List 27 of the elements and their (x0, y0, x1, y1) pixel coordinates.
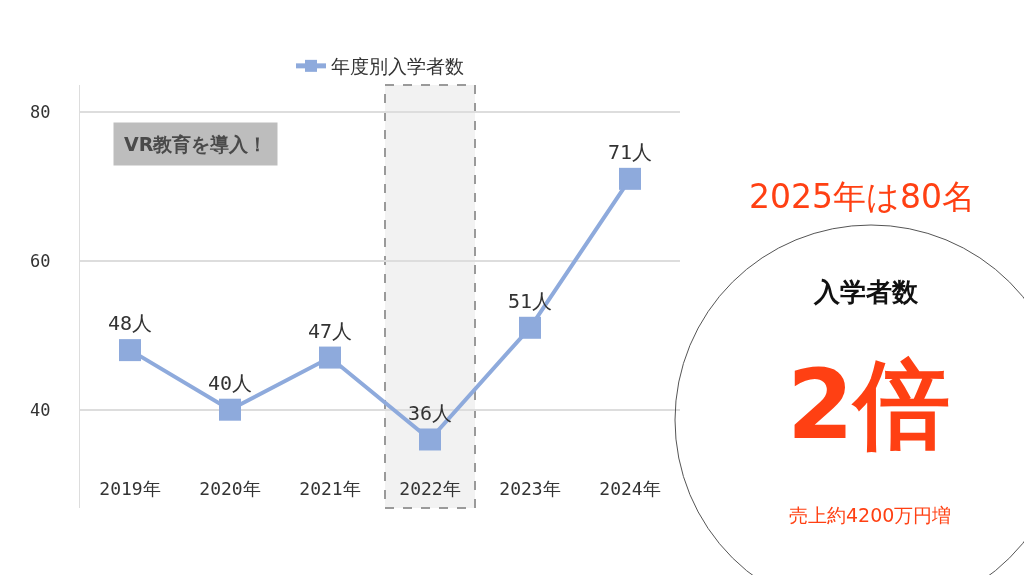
x-tick-label: 2024年 (599, 478, 661, 500)
text: 売上約4200万円増 (789, 504, 952, 526)
data-label: 51人 (507, 289, 553, 314)
x-tick-label: 2020年 (199, 478, 261, 500)
x-tick-label: 2022年 (399, 478, 461, 500)
data-label: 48人 (107, 311, 153, 336)
x-tick-label: 2019年 (99, 478, 161, 500)
data-label: 36人 (407, 400, 453, 425)
point (519, 316, 541, 339)
x-tick-label: 2023年 (499, 478, 561, 500)
y-tick-label: 80 (30, 101, 51, 122)
data-label: 40人 (207, 370, 253, 395)
data-label: 71人 (607, 140, 653, 165)
x-tick-label: 2021年 (299, 478, 361, 500)
point (219, 398, 241, 421)
y-tick-label: 40 (30, 399, 51, 420)
data-label: 47人 (307, 318, 353, 343)
text: 2025年は80名 (749, 177, 975, 216)
point (119, 339, 141, 362)
point (619, 167, 641, 190)
legend-label: 年度別入学者数 (331, 55, 464, 78)
point (419, 428, 441, 451)
annotation: VR教育を導入！ (124, 133, 268, 155)
y-tick-label: 60 (30, 250, 51, 271)
text: 入学者数 (813, 277, 919, 307)
point (319, 346, 341, 369)
text: 2倍 (787, 349, 950, 461)
